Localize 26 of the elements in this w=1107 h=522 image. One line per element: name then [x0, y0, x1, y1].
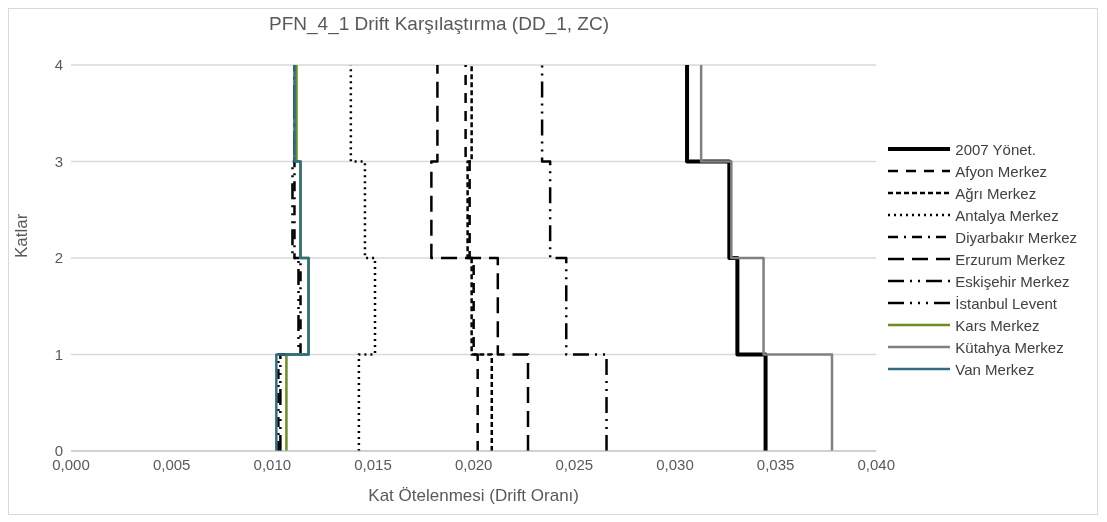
x-tick-label: 0,020 [454, 455, 493, 473]
y-tick-label: 4 [54, 56, 63, 74]
legend-label: Antalya Merkez [955, 206, 1059, 224]
y-tick-label: 1 [54, 345, 63, 363]
x-axis-title: Kat Ötelenmesi (Drift Oranı) [368, 486, 579, 505]
legend-label: Diyarbakır Merkez [955, 228, 1077, 246]
y-tick-label: 3 [54, 152, 63, 170]
legend-label: İstanbul Levent [955, 294, 1058, 312]
x-tick-label: 0,030 [656, 455, 694, 473]
x-tick-label: 0,035 [756, 455, 795, 473]
legend-label: 2007 Yönet. [955, 140, 1036, 158]
x-tick-label: 0,005 [152, 455, 191, 473]
x-tick-label: 0,025 [555, 455, 594, 473]
legend-label: Afyon Merkez [955, 162, 1047, 180]
legend-label: Kütahya Merkez [955, 338, 1064, 356]
legend-label: Van Merkez [955, 360, 1035, 378]
x-tick-label: 0,015 [354, 455, 392, 473]
x-tick-label: 0,040 [857, 455, 896, 473]
legend-label: Erzurum Merkez [955, 250, 1066, 268]
legend-label: Kars Merkez [955, 316, 1040, 334]
y-tick-label: 2 [54, 249, 63, 267]
y-axis-title: Katlar [12, 213, 32, 258]
x-tick-label: 0,010 [253, 455, 292, 473]
legend-label: Eskişehir Merkez [955, 272, 1070, 290]
legend-label: Ağrı Merkez [955, 184, 1037, 202]
chart-title: PFN_4_1 Drift Karşılaştırma (DD_1, ZC) [268, 13, 610, 35]
